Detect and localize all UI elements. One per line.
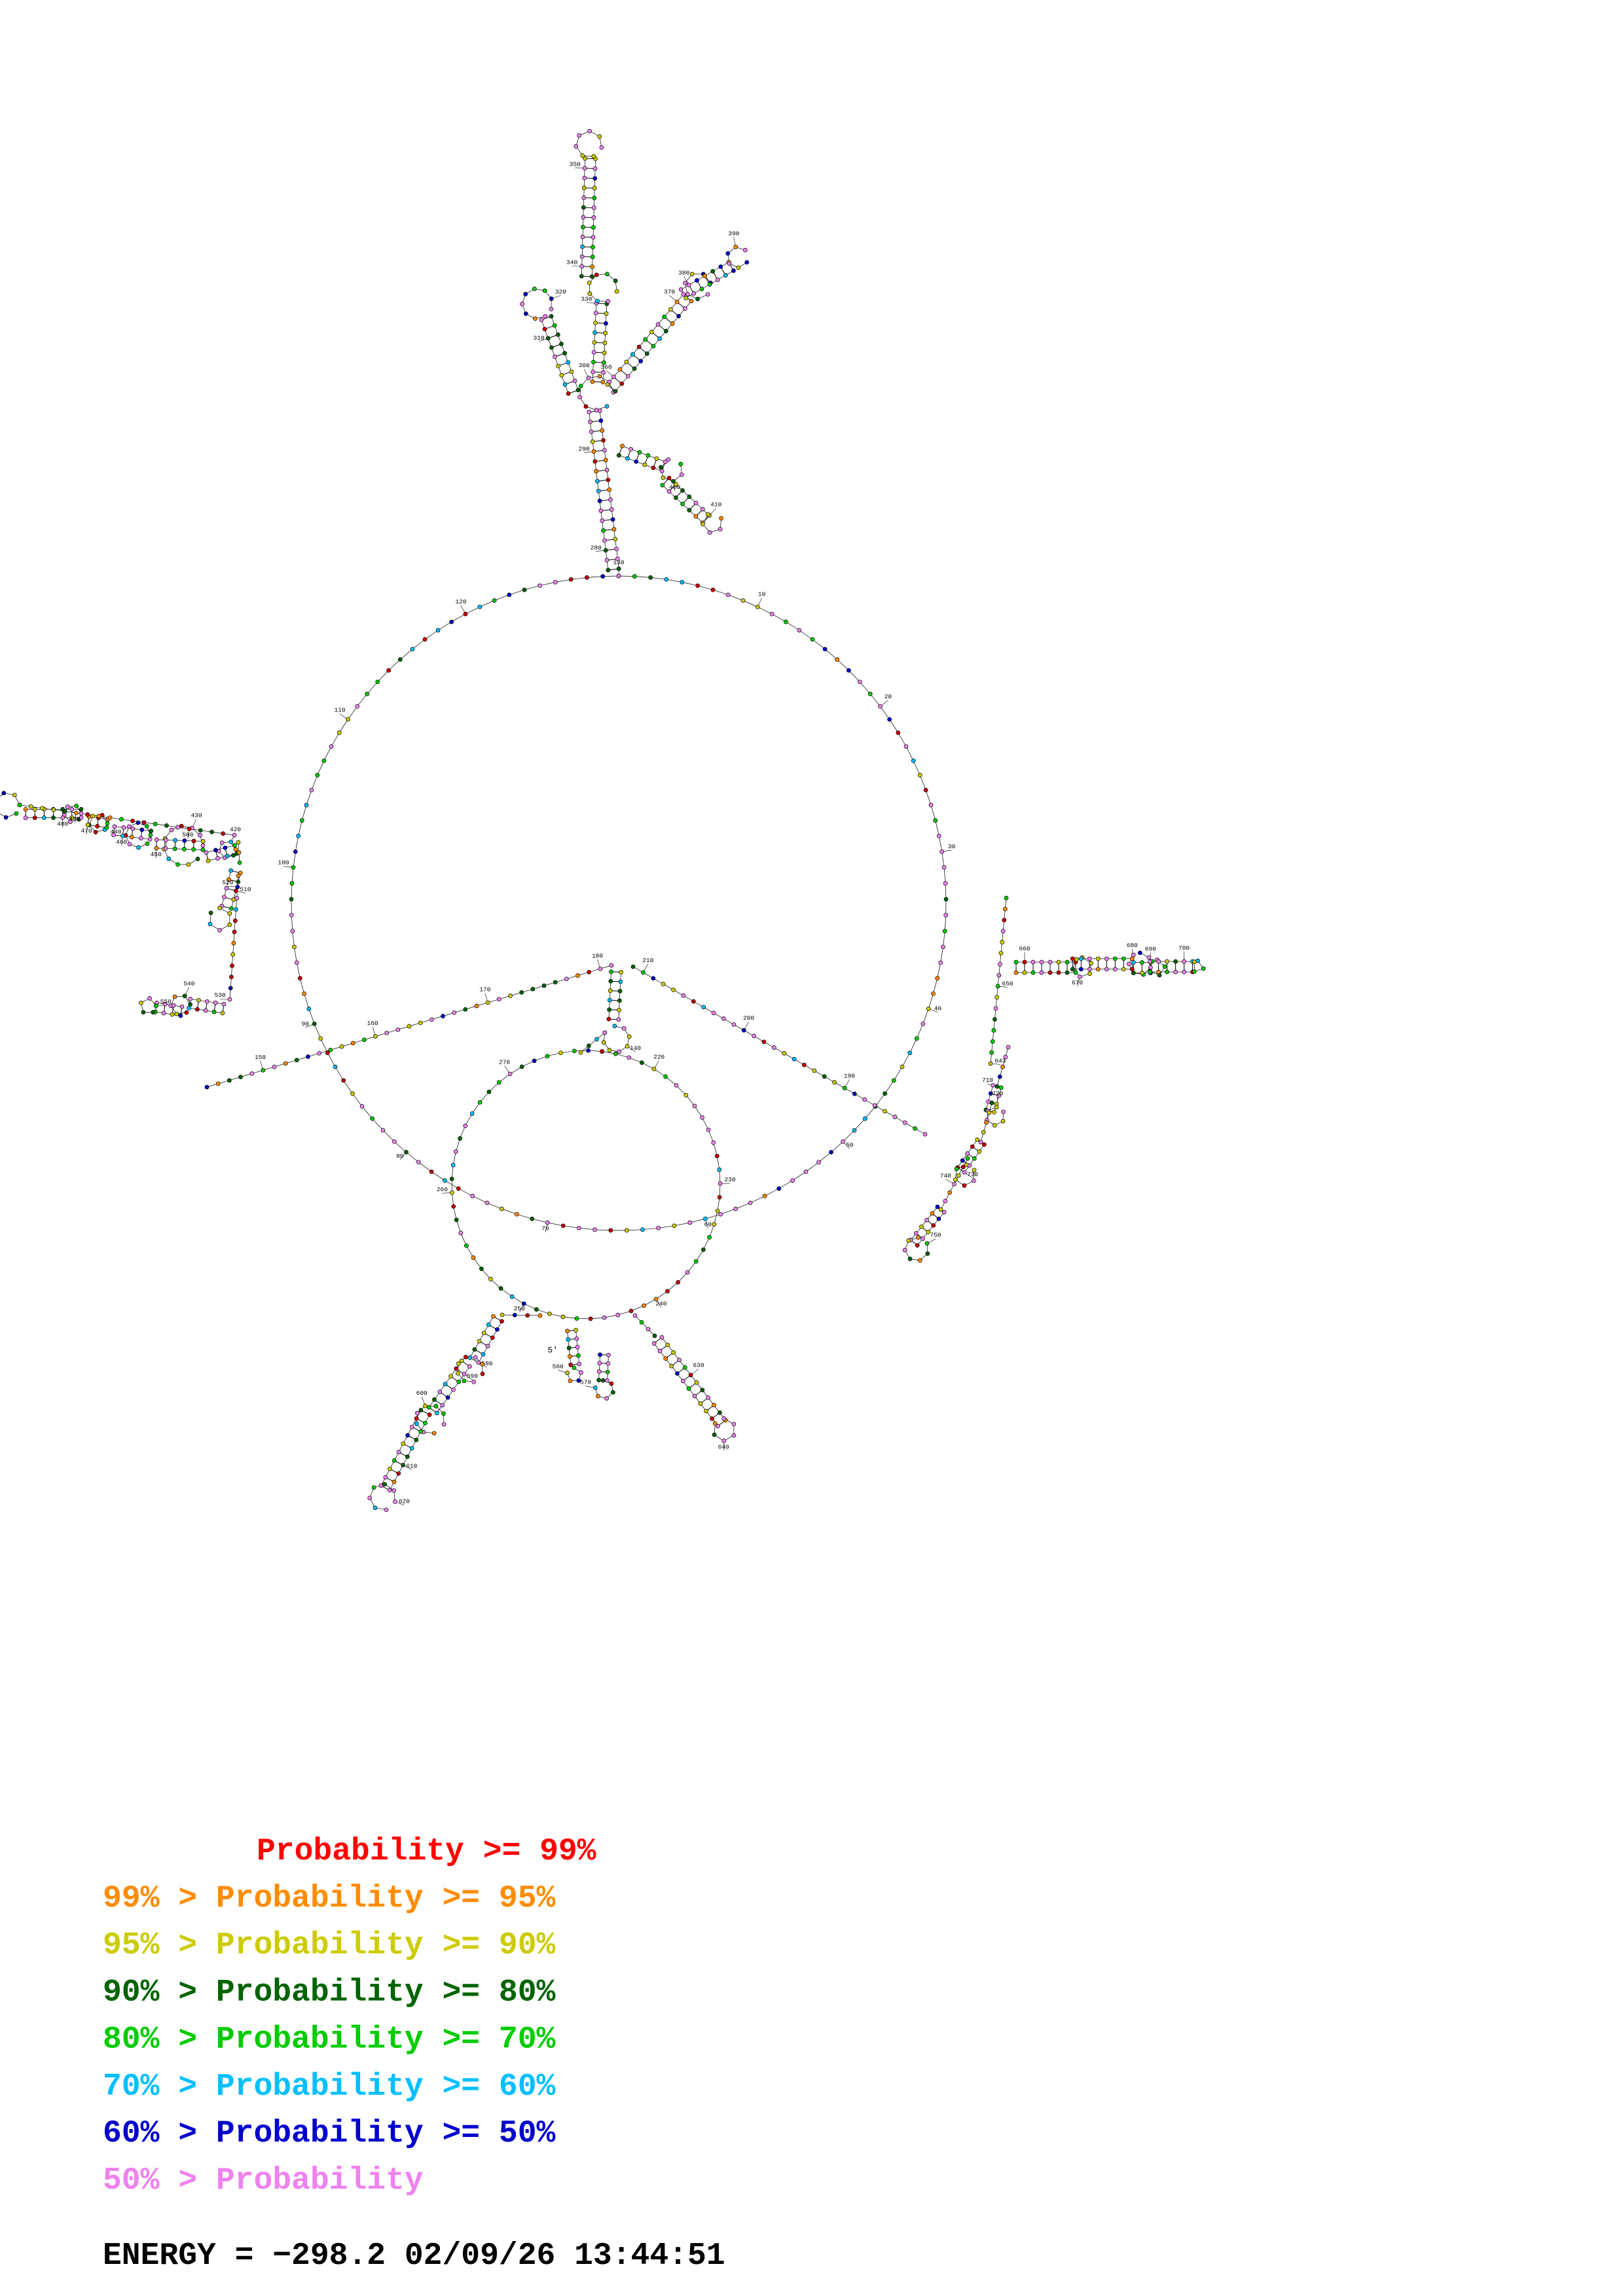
svg-text:650: 650 bbox=[1002, 980, 1013, 987]
svg-text:670: 670 bbox=[1072, 979, 1083, 986]
svg-text:300: 300 bbox=[579, 362, 590, 369]
svg-text:490: 490 bbox=[69, 816, 81, 823]
svg-text:200: 200 bbox=[743, 1014, 754, 1022]
svg-text:270: 270 bbox=[499, 1059, 510, 1066]
svg-text:310: 310 bbox=[534, 334, 545, 342]
svg-text:740: 740 bbox=[940, 1172, 951, 1179]
svg-text:80: 80 bbox=[396, 1153, 404, 1160]
svg-text:560: 560 bbox=[553, 1363, 564, 1370]
svg-text:250: 250 bbox=[514, 1305, 525, 1312]
svg-text:320: 320 bbox=[555, 289, 566, 296]
svg-text:680: 680 bbox=[1127, 942, 1138, 949]
svg-text:460: 460 bbox=[116, 838, 127, 846]
svg-text:100: 100 bbox=[278, 859, 289, 867]
svg-text:230: 230 bbox=[724, 1176, 735, 1183]
svg-text:410: 410 bbox=[710, 501, 721, 509]
svg-text:380: 380 bbox=[678, 269, 689, 276]
svg-text:340: 340 bbox=[566, 259, 577, 266]
svg-text:40: 40 bbox=[934, 1005, 942, 1012]
svg-text:70: 70 bbox=[541, 1225, 549, 1232]
svg-text:630: 630 bbox=[693, 1362, 704, 1369]
svg-text:510: 510 bbox=[240, 886, 251, 893]
svg-text:330: 330 bbox=[581, 296, 592, 303]
svg-text:260: 260 bbox=[437, 1186, 448, 1193]
svg-text:420: 420 bbox=[230, 826, 241, 833]
svg-text:450: 450 bbox=[151, 851, 162, 858]
svg-text:160: 160 bbox=[367, 1020, 378, 1027]
svg-text:480: 480 bbox=[57, 820, 68, 827]
svg-text:90% > Probability >= 80%: 90% > Probability >= 80% bbox=[103, 1975, 556, 2011]
svg-text:150: 150 bbox=[255, 1054, 266, 1061]
svg-text:170: 170 bbox=[479, 986, 490, 994]
svg-text:Probability >= 99%: Probability >= 99% bbox=[257, 1834, 596, 1869]
svg-text:ENERGY = −298.2 02/09/26 13:4: ENERGY = −298.2 02/09/26 13:44:51 bbox=[103, 2238, 725, 2274]
svg-text:390: 390 bbox=[728, 230, 739, 238]
svg-text:550: 550 bbox=[160, 998, 172, 1005]
svg-text:600: 600 bbox=[416, 1390, 428, 1397]
svg-text:190: 190 bbox=[844, 1072, 855, 1079]
svg-text:710: 710 bbox=[982, 1077, 993, 1084]
svg-text:690: 690 bbox=[1145, 946, 1156, 953]
svg-text:640: 640 bbox=[718, 1443, 729, 1450]
svg-text:360: 360 bbox=[600, 363, 611, 370]
svg-text:220: 220 bbox=[653, 1053, 665, 1060]
svg-text:370: 370 bbox=[664, 289, 675, 296]
svg-text:720: 720 bbox=[992, 1090, 1003, 1098]
svg-text:60% > Probability >= 50%: 60% > Probability >= 50% bbox=[103, 2116, 556, 2151]
svg-text:280: 280 bbox=[591, 545, 602, 552]
svg-text:430: 430 bbox=[191, 812, 202, 819]
svg-text:210: 210 bbox=[642, 957, 653, 964]
svg-text:610: 610 bbox=[406, 1463, 417, 1470]
svg-text:140: 140 bbox=[630, 1045, 641, 1052]
svg-text:500: 500 bbox=[182, 831, 193, 838]
svg-text:660: 660 bbox=[1019, 945, 1030, 952]
svg-text:530: 530 bbox=[214, 992, 225, 999]
svg-text:70% > Probability >= 60%: 70% > Probability >= 60% bbox=[103, 2069, 556, 2104]
svg-text:120: 120 bbox=[455, 598, 466, 605]
svg-text:590: 590 bbox=[467, 1372, 478, 1380]
svg-text:540: 540 bbox=[183, 980, 194, 987]
svg-text:730: 730 bbox=[967, 1171, 978, 1178]
svg-text:50: 50 bbox=[846, 1141, 854, 1149]
svg-text:750: 750 bbox=[930, 1232, 941, 1239]
svg-text:470: 470 bbox=[81, 827, 92, 834]
svg-text:700: 700 bbox=[1178, 944, 1190, 952]
svg-text:30: 30 bbox=[948, 843, 956, 850]
svg-text:20: 20 bbox=[884, 693, 892, 700]
svg-text:90: 90 bbox=[302, 1020, 310, 1028]
svg-text:180: 180 bbox=[592, 952, 603, 960]
svg-text:5': 5' bbox=[547, 1346, 558, 1355]
svg-text:99% > Probability >= 95%: 99% > Probability >= 95% bbox=[103, 1881, 556, 1916]
svg-text:620: 620 bbox=[399, 1498, 410, 1505]
svg-text:350: 350 bbox=[570, 161, 581, 168]
svg-text:10: 10 bbox=[758, 591, 766, 598]
svg-text:520: 520 bbox=[222, 879, 233, 886]
svg-text:290: 290 bbox=[579, 446, 590, 453]
svg-text:240: 240 bbox=[655, 1300, 666, 1308]
svg-text:80% > Probability >= 70%: 80% > Probability >= 70% bbox=[103, 2022, 556, 2057]
svg-text:110: 110 bbox=[334, 707, 345, 714]
svg-text:60: 60 bbox=[704, 1221, 712, 1229]
svg-text:50% > Probability: 50% > Probability bbox=[103, 2163, 424, 2198]
svg-text:95% > Probability >= 90%: 95% > Probability >= 90% bbox=[103, 1928, 556, 1964]
svg-text:570: 570 bbox=[580, 1379, 591, 1386]
